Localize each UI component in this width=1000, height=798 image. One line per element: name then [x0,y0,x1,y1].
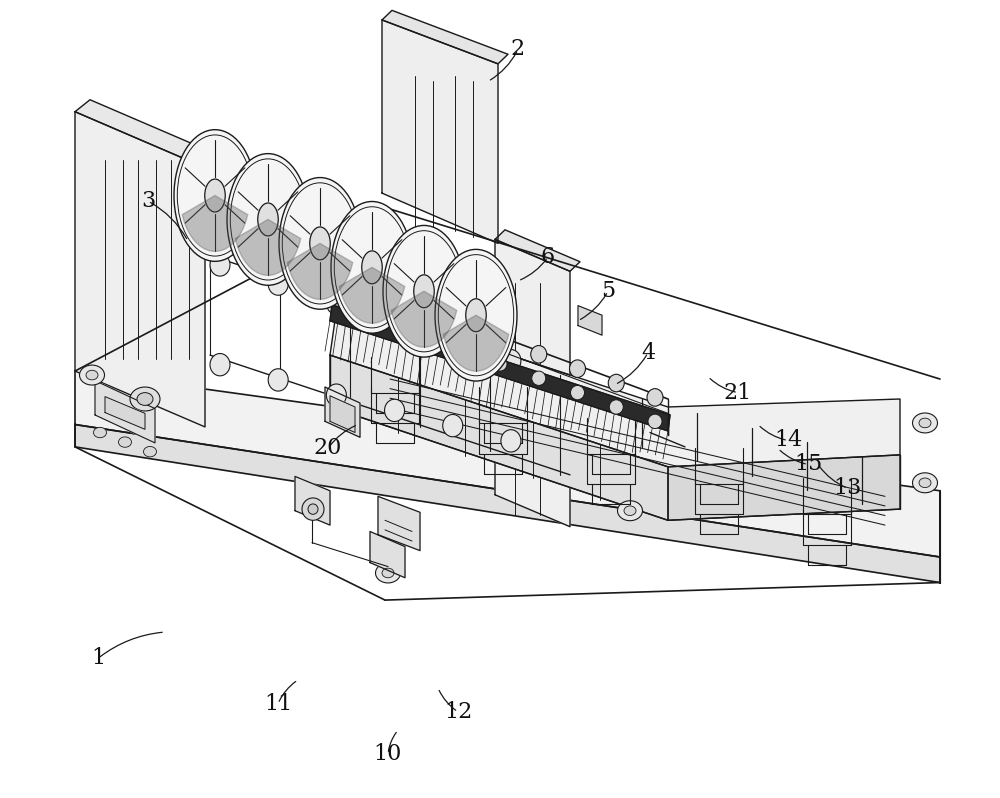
Ellipse shape [385,399,405,421]
Polygon shape [330,355,668,520]
Ellipse shape [210,254,230,276]
Ellipse shape [331,201,413,334]
Polygon shape [495,230,580,271]
Ellipse shape [302,498,324,520]
Text: 12: 12 [444,701,472,723]
Polygon shape [105,397,145,429]
Ellipse shape [310,227,330,260]
Ellipse shape [466,298,486,332]
Ellipse shape [279,178,361,310]
Polygon shape [339,267,405,323]
Polygon shape [330,299,900,467]
Ellipse shape [376,563,400,583]
Polygon shape [75,371,940,557]
Ellipse shape [130,387,160,411]
Ellipse shape [205,179,225,212]
Ellipse shape [174,129,256,262]
Text: 2: 2 [511,38,525,61]
Ellipse shape [362,251,382,284]
Ellipse shape [919,478,931,488]
Ellipse shape [137,393,153,405]
Polygon shape [325,387,360,437]
Ellipse shape [609,400,623,414]
Polygon shape [391,291,457,347]
Polygon shape [382,20,498,243]
Text: 15: 15 [794,453,822,476]
Polygon shape [75,100,220,168]
Polygon shape [182,196,248,251]
Polygon shape [378,496,420,551]
Ellipse shape [624,506,636,516]
Ellipse shape [570,385,584,400]
Text: 21: 21 [724,381,752,404]
Ellipse shape [443,330,463,353]
Ellipse shape [227,153,309,286]
Polygon shape [382,10,508,64]
Polygon shape [330,305,670,431]
Text: 13: 13 [834,477,862,500]
Polygon shape [75,425,940,583]
Ellipse shape [326,384,346,406]
Text: 20: 20 [314,437,342,460]
Ellipse shape [86,370,98,380]
Ellipse shape [144,447,156,456]
Ellipse shape [383,225,465,358]
Ellipse shape [501,429,521,452]
Polygon shape [330,396,355,433]
Ellipse shape [268,273,288,295]
Polygon shape [578,306,602,335]
Polygon shape [287,243,353,299]
Ellipse shape [326,292,346,314]
Ellipse shape [385,311,405,334]
Ellipse shape [119,437,132,447]
Ellipse shape [443,414,463,437]
Ellipse shape [608,374,624,392]
Polygon shape [75,112,205,427]
Ellipse shape [268,369,288,391]
Ellipse shape [919,418,931,428]
Ellipse shape [94,428,106,437]
Ellipse shape [912,472,938,492]
Text: 6: 6 [541,246,555,268]
Ellipse shape [80,365,104,385]
Text: 11: 11 [264,693,292,715]
Ellipse shape [531,346,547,363]
Text: 14: 14 [774,429,802,452]
Ellipse shape [258,203,278,236]
Ellipse shape [647,389,663,406]
Ellipse shape [912,413,938,433]
Ellipse shape [648,414,662,429]
Text: 10: 10 [374,743,402,765]
Ellipse shape [501,350,521,372]
Ellipse shape [210,354,230,376]
Text: 1: 1 [91,647,105,670]
Ellipse shape [414,275,434,308]
Polygon shape [95,381,155,443]
Ellipse shape [532,371,546,385]
Polygon shape [295,476,330,525]
Ellipse shape [435,249,517,381]
Polygon shape [668,455,900,520]
Ellipse shape [493,357,507,371]
Text: 4: 4 [641,342,655,364]
Polygon shape [370,531,405,578]
Text: 3: 3 [141,190,155,212]
Ellipse shape [492,331,508,349]
Polygon shape [443,315,509,371]
Text: 5: 5 [601,280,615,302]
Ellipse shape [382,568,394,578]
Ellipse shape [570,360,586,377]
Ellipse shape [308,504,318,515]
Polygon shape [495,239,570,527]
Polygon shape [235,219,301,275]
Ellipse shape [618,501,642,521]
